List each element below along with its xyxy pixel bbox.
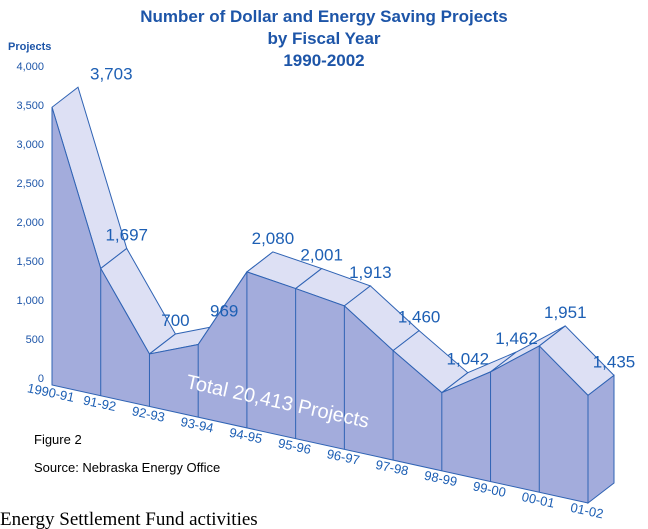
x-tick-label: 01-02 [569, 500, 605, 522]
x-tick-label: 94-95 [228, 425, 264, 447]
y-tick-label: 3,000 [16, 139, 44, 151]
chart-title: by Fiscal Year [267, 29, 380, 48]
x-tick-label: 98-99 [423, 468, 459, 490]
caption: Energy Settlement Fund activities [0, 509, 258, 529]
value-label: 2,080 [252, 229, 295, 248]
value-label: 1,913 [349, 263, 392, 282]
x-tick-label: 96-97 [325, 446, 361, 468]
x-tick-label: 95-96 [277, 435, 313, 457]
value-label: 1,951 [544, 303, 587, 322]
value-label: 1,042 [447, 350, 490, 369]
x-tick-label: 93-94 [179, 414, 215, 436]
y-tick-label: 1,500 [16, 256, 44, 268]
y-tick-label: 1,000 [16, 295, 44, 307]
value-label: 1,697 [105, 225, 148, 244]
value-label: 3,703 [90, 64, 133, 83]
chart-title: Number of Dollar and Energy Saving Proje… [140, 7, 507, 26]
x-tick-label: 97-98 [374, 457, 410, 479]
x-tick-label: 92-93 [131, 403, 167, 425]
y-tick-label: 2,500 [16, 178, 44, 190]
x-tick-label: 99-00 [472, 478, 508, 500]
value-label: 969 [210, 302, 238, 321]
x-tick-label: 91-92 [82, 393, 118, 415]
value-label: 1,435 [593, 352, 636, 371]
chart-title: 1990-2002 [283, 51, 364, 70]
figure-label: Figure 2 [34, 432, 82, 447]
y-tick-label: 4,000 [16, 61, 44, 73]
y-tick-label: 2,000 [16, 217, 44, 229]
y-axis-label: Projects [8, 41, 51, 53]
y-tick-label: 3,500 [16, 100, 44, 112]
y-tick-label: 0 [38, 373, 44, 385]
y-tick-label: 500 [26, 334, 44, 346]
x-tick-label: 00-01 [520, 489, 556, 511]
value-label: 1,460 [398, 308, 441, 327]
value-label: 1,462 [495, 329, 538, 348]
value-label: 2,001 [300, 246, 343, 265]
value-label: 700 [161, 311, 189, 330]
end-face [587, 374, 615, 505]
source: Source: Nebraska Energy Office [34, 460, 220, 475]
